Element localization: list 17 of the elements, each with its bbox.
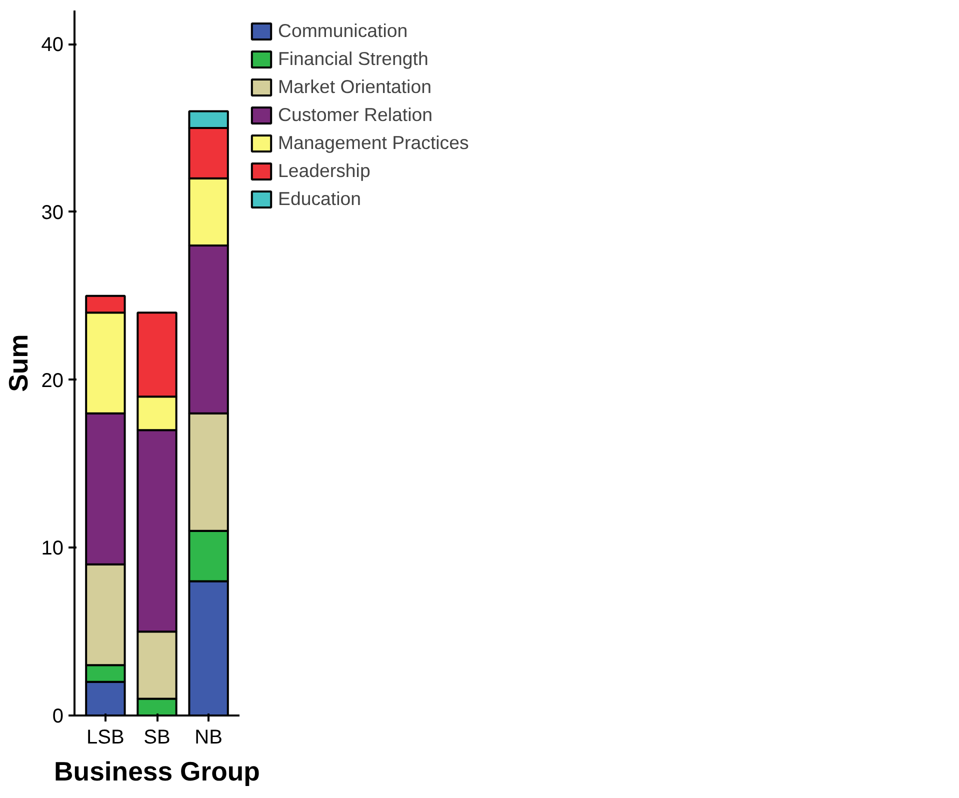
legend-label: Financial Strength	[278, 48, 428, 70]
y-tick-label: 20	[41, 370, 64, 392]
legend-label: Leadership	[278, 160, 370, 182]
legend-label: Communication	[278, 20, 408, 42]
y-tick-label: 10	[41, 538, 64, 560]
x-tick-label: SB	[144, 726, 170, 748]
y-tick-label: 30	[41, 202, 64, 224]
legend-label: Management Practices	[278, 132, 469, 154]
y-axis-title: Sum	[3, 334, 34, 392]
legend-label: Customer Relation	[278, 104, 432, 126]
y-tick-label: 40	[41, 34, 64, 56]
x-axis-title: Business Group	[54, 756, 260, 786]
y-tick-label: 0	[52, 706, 64, 728]
x-tick-label: LSB	[86, 726, 124, 748]
legend-label: Education	[278, 188, 361, 210]
x-tick-label: NB	[194, 726, 222, 748]
legend-label: Market Orientation	[278, 76, 432, 98]
